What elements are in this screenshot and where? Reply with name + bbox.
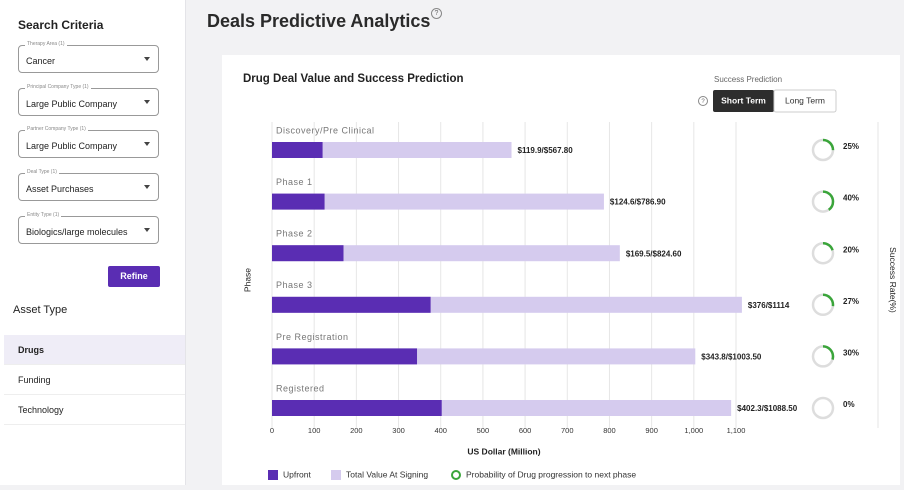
donut-track bbox=[811, 396, 835, 420]
success-label: 30% bbox=[843, 349, 859, 358]
dropdown-value: Cancer bbox=[26, 56, 56, 66]
legend-label: Upfront bbox=[283, 469, 312, 479]
toggle-option: Short Term bbox=[721, 95, 766, 105]
donut-track bbox=[811, 241, 835, 265]
dropdown[interactable]: Partner Company Type (1) Large Public Com… bbox=[18, 126, 159, 158]
value-label: $119.9/$567.80 bbox=[518, 146, 574, 155]
legend-swatch bbox=[331, 470, 341, 480]
value-label: $124.6/$786.90 bbox=[610, 198, 666, 207]
chart-card: Drug Deal Value and Success Prediction Su… bbox=[222, 55, 900, 485]
dropdown-label: Therapy Area (1) bbox=[25, 41, 67, 47]
category-label: Discovery/Pre Clinical bbox=[276, 125, 375, 135]
toggle-button[interactable] bbox=[773, 89, 837, 113]
asset-type-title: Asset Type bbox=[13, 304, 68, 316]
donut-arc bbox=[811, 138, 835, 162]
dropdown-arrow bbox=[144, 185, 150, 189]
dropdown-arrow bbox=[144, 228, 150, 232]
category-label: Registered bbox=[276, 383, 325, 393]
bar-upfront bbox=[272, 348, 418, 365]
x-tick-label: 1,000 bbox=[684, 426, 703, 435]
dropdown-arrow bbox=[144, 142, 150, 146]
help-icon-text: ? bbox=[701, 99, 705, 105]
dropdown-label: Deal Type (1) bbox=[25, 169, 59, 175]
bar-upfront bbox=[272, 245, 344, 262]
help-icon[interactable] bbox=[698, 96, 708, 106]
asset-type-item[interactable]: Funding bbox=[4, 365, 185, 395]
value-label: $376/$1114 bbox=[748, 301, 790, 310]
success-label: 27% bbox=[843, 297, 859, 306]
sidebar: Search Criteria Therapy Area (1) Cancer Pr… bbox=[0, 0, 186, 485]
category-label: Phase 3 bbox=[276, 280, 313, 290]
asset-type-item[interactable]: Technology bbox=[4, 395, 185, 425]
dropdown[interactable]: Entity Type (1) Biologics/large molecules bbox=[18, 212, 159, 244]
bar-upfront bbox=[272, 400, 442, 416]
toggle-button-active[interactable] bbox=[713, 90, 774, 112]
x-tick-label: 100 bbox=[308, 426, 321, 435]
x-tick-label: 300 bbox=[392, 426, 405, 435]
dropdown[interactable]: Principal Company Type (1) Large Public C… bbox=[18, 84, 159, 116]
x-tick-label: 1,100 bbox=[727, 426, 746, 435]
value-label: $343.8/$1003.50 bbox=[701, 353, 762, 362]
category-label: Phase 2 bbox=[276, 229, 313, 239]
page-title: Deals Predictive Analytics bbox=[207, 11, 431, 31]
category-label: Pre Registration bbox=[276, 332, 349, 342]
x-tick-label: 600 bbox=[519, 426, 532, 435]
bar-upfront bbox=[272, 296, 431, 313]
bar-total bbox=[272, 245, 620, 262]
dropdown-value: Large Public Company bbox=[26, 99, 118, 109]
dropdown-label: Entity Type (1) bbox=[25, 212, 62, 218]
legend-swatch bbox=[268, 470, 278, 480]
x-axis-title: US Dollar (Million) bbox=[467, 446, 540, 456]
dropdown-arrow bbox=[144, 57, 150, 61]
success-label: 0% bbox=[843, 400, 855, 409]
dropdown[interactable]: Therapy Area (1) Cancer bbox=[18, 41, 159, 73]
chart: Drug Deal Value and Success Prediction Su… bbox=[242, 73, 898, 480]
value-label: $402.3/$1088.50 bbox=[737, 404, 798, 413]
dropdown-label: Principal Company Type (1) bbox=[25, 84, 91, 90]
sidebar-title: Search Criteria bbox=[18, 18, 104, 32]
y2-axis-title: Success Rate(%) bbox=[888, 247, 898, 313]
donut-arc bbox=[811, 293, 835, 317]
success-label: 25% bbox=[843, 142, 859, 151]
bar-upfront bbox=[272, 142, 323, 158]
donut-arc bbox=[811, 345, 835, 368]
x-tick-label: 400 bbox=[434, 426, 447, 435]
bar-upfront bbox=[272, 193, 325, 210]
dropdown-value: Large Public Company bbox=[26, 141, 118, 151]
bar-total bbox=[272, 193, 604, 210]
help-icon[interactable]: ? bbox=[431, 8, 442, 19]
legend-label: Probability of Drug progression to next … bbox=[466, 469, 636, 479]
x-tick-label: 800 bbox=[603, 426, 616, 435]
x-tick-label: 500 bbox=[477, 426, 490, 435]
x-tick-label: 200 bbox=[350, 426, 363, 435]
asset-type-item[interactable]: Drugs bbox=[4, 335, 185, 365]
value-label: $169.5/$824.60 bbox=[626, 249, 682, 258]
toggle-option: Long Term bbox=[785, 95, 825, 105]
dropdown[interactable]: Deal Type (1) Asset Purchases bbox=[18, 169, 159, 201]
dropdown-value: Biologics/large molecules bbox=[26, 227, 128, 237]
success-label: 20% bbox=[843, 245, 859, 254]
toggle-label: Success Prediction bbox=[714, 75, 782, 84]
x-tick-label: 900 bbox=[645, 426, 658, 435]
legend-label: Total Value At Signing bbox=[346, 469, 428, 479]
chart-title: Drug Deal Value and Success Prediction bbox=[243, 73, 464, 85]
refine-button[interactable]: Refine bbox=[108, 266, 160, 287]
donut-arc bbox=[811, 190, 835, 213]
dropdown-label: Partner Company Type (1) bbox=[25, 126, 88, 132]
dropdown-arrow bbox=[144, 100, 150, 104]
x-tick-label: 700 bbox=[561, 426, 574, 435]
category-label: Phase 1 bbox=[276, 177, 313, 187]
dropdown-value: Asset Purchases bbox=[26, 184, 94, 194]
x-tick-label: 0 bbox=[270, 426, 274, 435]
legend-swatch bbox=[451, 470, 461, 480]
bar-total bbox=[272, 142, 512, 158]
y-axis-title: Phase bbox=[242, 268, 252, 292]
success-label: 40% bbox=[843, 194, 859, 203]
